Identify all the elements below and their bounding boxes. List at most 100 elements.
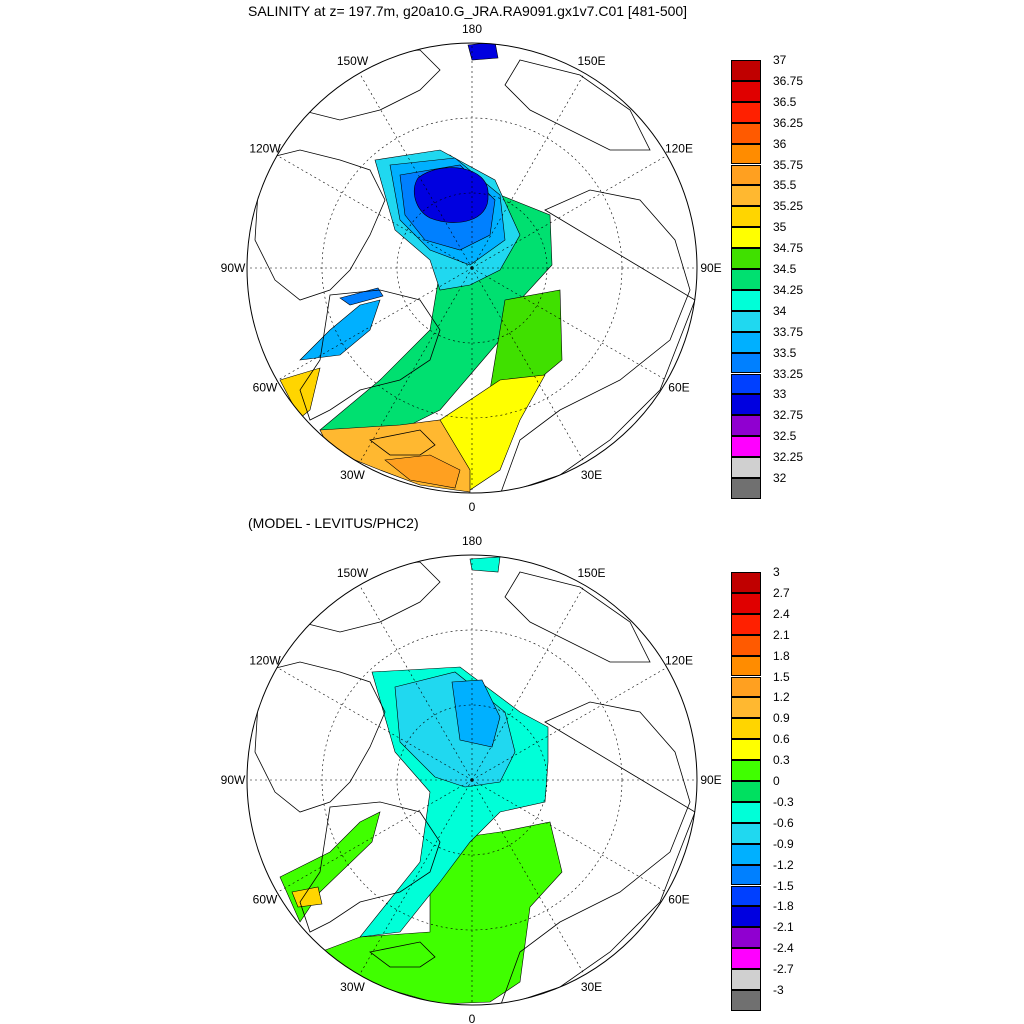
colorbar-tick-label: 37 [773,53,787,67]
colorbar-tick-label: 33.25 [773,366,804,381]
coastline [254,661,386,813]
colorbar-tick-label: -0.3 [773,794,794,809]
colorbar-tick-label: -2.1 [773,920,794,935]
panel-title-difference: (MODEL - LEVITUS/PHC2) [248,515,419,531]
colorbar-tick-label: 33 [773,387,787,402]
colorbar-tick-label: 3 [773,565,780,579]
colorbar-swatch [731,801,761,823]
colorbar-tick-label: 32.25 [773,450,804,465]
panel-title-salinity: SALINITY at z= 197.7m, g20a10.G_JRA.RA90… [248,3,688,19]
coastline [254,149,386,301]
colorbar-swatch [731,927,761,949]
colorbar-swatch [731,436,761,458]
colorbar-swatch [731,248,761,269]
coastline [369,941,436,968]
colorbar-swatch [731,164,761,186]
colorbar-swatch [731,739,761,761]
colorbar-tick-label: -2.4 [773,941,794,956]
colorbar-tick-label: -0.9 [773,836,794,851]
colorbar-tick-label: 32.75 [773,408,804,423]
colorbar-tick-label: 0 [773,774,780,788]
colorbar-tick-label: 33.75 [773,324,804,339]
longitude-label: 90E [700,261,721,275]
map-border [246,42,698,494]
map-border [246,554,698,1006]
colorbar-tick-label: 36.25 [773,115,804,130]
colorbar-swatch [731,676,761,698]
salinity-filled-region [299,299,381,361]
colorbar-tick-label: 35.5 [773,178,797,193]
longitude-label: 120W [249,654,281,668]
salinity-filled-region [384,454,461,489]
difference-filled-region [469,556,501,573]
colorbar-swatch [731,948,761,970]
colorbar-tick-label: 1.8 [773,648,790,663]
longitude-label: 0 [469,500,476,512]
colorbar-tick-label: 0.6 [773,732,790,747]
colorbar-swatch [731,760,761,781]
colorbar-tick-label: 34.25 [773,282,804,297]
colorbar-swatch [731,634,761,656]
longitude-label: 90W [221,261,246,275]
colorbar-swatch [731,80,761,102]
coastline [499,189,696,493]
colorbar-tick-label: 1.2 [773,690,790,705]
colorbar-swatch [731,185,761,207]
colorbar-tick-label: 33.5 [773,345,797,360]
longitude-label: 30E [581,468,602,482]
coastline [504,59,651,151]
colorbar-swatch [731,206,761,228]
colorbar-tick-label: 32.5 [773,429,797,444]
colorbar-swatch [731,697,761,719]
colorbar-swatch [731,781,761,802]
longitude-label: 60W [253,893,278,907]
colorbar-swatch [731,478,761,499]
coastline [369,429,436,456]
colorbar-tick-label: 2.7 [773,585,790,600]
longitude-label: 0 [469,1012,476,1024]
difference-map: 180 150E 120E 90E 60E 30E 0 30W 60W 90W 120W 150W [221,534,722,1024]
colorbar-tick-label: -1.2 [773,857,794,872]
colorbar-swatch [731,990,761,1011]
colorbar-tick-label: 35.25 [773,199,804,214]
colorbar-tick-label: 36.75 [773,73,804,88]
colorbar-tick-label: -1.8 [773,899,794,914]
colorbar-tick-label: 0.9 [773,711,790,726]
colorbar-swatch [731,906,761,928]
colorbar-swatch [731,415,761,437]
longitude-label: 30W [340,980,365,994]
colorbar-swatch [731,122,761,144]
colorbar-swatch [731,822,761,844]
coastline [299,801,441,933]
colorbar-swatch [731,352,761,374]
longitude-label: 150E [577,566,605,580]
colorbar-swatch [731,289,761,311]
colorbar-tick-label: -0.6 [773,815,794,830]
colorbar-swatch [731,613,761,635]
colorbar-swatch [731,394,761,416]
colorbar-tick-label: -1.5 [773,878,794,893]
longitude-label: 30E [581,980,602,994]
longitude-label: 90W [221,773,246,787]
colorbar-swatch [731,60,761,81]
salinity-map: 180 150E 120E 90E 60E 30E 0 30W 60W 90W 120W 150W [221,22,722,512]
coastline [504,571,651,663]
longitude-label: 120E [665,142,693,156]
colorbar-swatch [731,864,761,886]
longitude-label: 60W [253,381,278,395]
longitude-label: 90E [700,773,721,787]
colorbar-swatch [731,969,761,990]
longitude-label: 30W [340,468,365,482]
coastline [499,701,696,1005]
colorbar-swatch [731,572,761,593]
longitude-label: 150E [577,54,605,68]
colorbar-swatch [731,269,761,290]
salinity-filled-region [414,167,489,223]
colorbar-tick-label: 35.75 [773,157,804,172]
coastline [299,289,441,421]
colorbar-swatch [731,143,761,165]
colorbar-tick-label: -3 [773,983,784,997]
colorbar-tick-label: 34.75 [773,241,804,256]
longitude-label: 120E [665,654,693,668]
longitude-label: 60E [668,893,689,907]
